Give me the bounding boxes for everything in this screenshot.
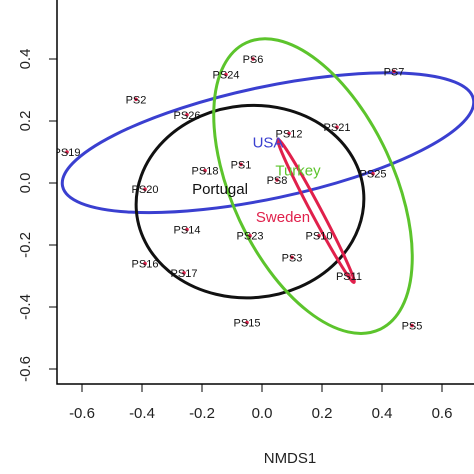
point-marker — [251, 57, 255, 61]
x-tick-label: -0.6 — [69, 405, 95, 422]
point-label: PS7 — [384, 66, 405, 78]
point-marker — [65, 150, 69, 154]
point-label: PS6 — [243, 54, 264, 66]
ellipse-usa — [60, 71, 474, 215]
point-marker — [203, 168, 207, 173]
point-marker — [182, 271, 186, 275]
y-tick-label: 0.4 — [17, 49, 34, 70]
point-label: PS21 — [324, 122, 351, 134]
point-label: PS5 — [402, 321, 423, 333]
x-tick-label: -0.2 — [189, 405, 215, 422]
point-label: PS24 — [213, 70, 240, 82]
points-layer: PS1 PS2 PS3 PS5 PS6 PS7 PS8 PS10 PS11 PS12 PS14 PS1… — [54, 54, 423, 333]
x-tick-label: 0.0 — [252, 405, 273, 422]
point-marker — [371, 171, 375, 176]
y-tick-label: 0.0 — [17, 173, 34, 194]
point-label: PS25 — [360, 169, 387, 181]
point-label: PS2 — [126, 94, 147, 106]
point-label: PS3 — [282, 252, 303, 264]
x-tick-label: 0.4 — [372, 405, 393, 422]
point-marker — [290, 255, 294, 260]
group-label-turkey: Turkey — [275, 163, 321, 180]
y-tick-label: -0.4 — [17, 294, 34, 320]
point-label: PS10 — [306, 231, 333, 243]
point-label: PS12 — [276, 128, 303, 140]
point-marker — [185, 113, 189, 117]
ellipse-portugal — [134, 103, 366, 300]
x-tick-label: 0.6 — [432, 405, 453, 422]
point-label: PS23 — [237, 231, 264, 243]
point-label: PS14 — [174, 225, 201, 237]
point-marker — [134, 97, 138, 102]
point-label: PS8 — [267, 175, 288, 187]
x-tick-label: 0.2 — [312, 405, 333, 422]
point-marker — [143, 187, 147, 191]
y-tick-label: -0.6 — [17, 356, 34, 382]
point-marker — [317, 233, 321, 238]
group-ellipses — [60, 37, 474, 335]
point-marker — [248, 233, 252, 238]
point-marker — [287, 131, 291, 136]
point-label: PS26 — [174, 110, 201, 122]
y-axis: -0.6 -0.4 -0.2 0.0 0.2 0.4 — [17, 49, 57, 382]
group-labels-layer: USA Portugal Turkey Sweden — [192, 135, 321, 226]
point-label: PS17 — [171, 268, 198, 280]
point-label: PS11 — [336, 271, 362, 283]
point-label: PS18 — [192, 166, 219, 178]
y-tick-label: 0.2 — [17, 111, 34, 132]
point-marker — [275, 178, 279, 182]
x-tick-label: -0.4 — [129, 405, 155, 422]
point-marker — [392, 69, 396, 74]
group-label-usa: USA — [253, 135, 284, 152]
ellipse-turkey — [212, 37, 414, 335]
point-label: PS16 — [132, 259, 159, 271]
ellipse-sweden — [276, 137, 356, 284]
y-tick-label: -0.2 — [17, 232, 34, 258]
point-marker — [347, 274, 351, 278]
point-marker — [245, 320, 249, 325]
point-label: PS15 — [234, 318, 261, 330]
point-marker — [143, 261, 147, 266]
point-label: PS1 — [231, 159, 252, 171]
point-label: PS19 — [54, 147, 81, 159]
point-label: PS20 — [132, 184, 159, 196]
group-label-portugal: Portugal — [192, 181, 248, 198]
x-axis-title: NMDS1 — [264, 450, 317, 467]
group-label-sweden: Sweden — [256, 209, 310, 226]
point-marker — [335, 125, 339, 129]
x-axis: -0.6 -0.4 -0.2 0.0 0.2 0.4 0.6 — [69, 383, 474, 422]
point-marker — [224, 72, 228, 77]
point-marker — [239, 162, 243, 167]
point-marker — [185, 227, 189, 232]
point-marker — [410, 323, 414, 328]
